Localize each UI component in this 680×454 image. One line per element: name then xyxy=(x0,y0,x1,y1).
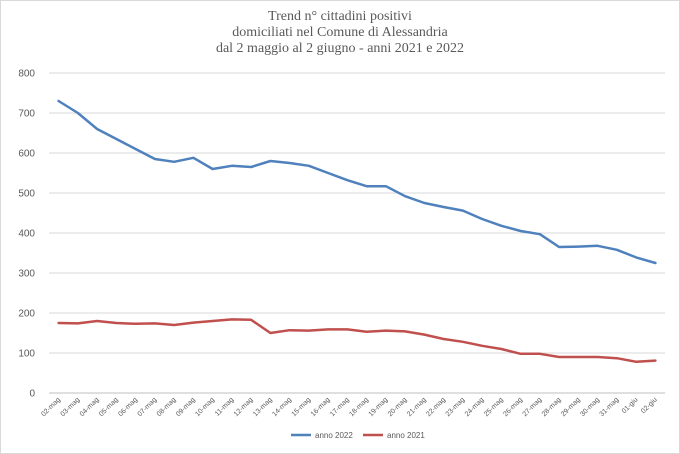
y-tick-label: 0 xyxy=(29,389,35,400)
x-tick-label: 02-mag xyxy=(40,396,62,418)
x-tick-label: 26-mag xyxy=(502,396,524,418)
chart-title: Trend n° cittadini positivi domiciliati … xyxy=(1,9,679,57)
legend-label-2: anno 2021 xyxy=(387,431,425,440)
x-tick-label: 08-mag xyxy=(156,396,178,418)
x-tick-label: 19-mag xyxy=(368,396,390,418)
x-tick-label: 15-mag xyxy=(291,396,313,418)
chart-title-line-2: domiciliati nel Comune di Alessandria xyxy=(232,25,448,40)
x-tick-label: 28-mag xyxy=(541,396,563,418)
x-tick-label: 21-mag xyxy=(406,396,428,418)
x-tick-label: 17-mag xyxy=(329,396,351,418)
series-line-2 xyxy=(57,318,657,364)
y-tick-label: 300 xyxy=(18,269,35,280)
legend-label-1: anno 2022 xyxy=(315,431,353,440)
x-tick-label: 30-mag xyxy=(579,396,601,418)
x-tick-label: 29-mag xyxy=(560,396,582,418)
x-tick-label: 22-mag xyxy=(425,396,447,418)
x-tick-label: 01-giu xyxy=(621,396,640,415)
chart-title-line-1: Trend n° cittadini positivi xyxy=(268,9,412,24)
x-tick-label: 06-mag xyxy=(117,396,139,418)
y-tick-label: 200 xyxy=(18,309,35,320)
y-tick-label: 600 xyxy=(18,149,35,160)
x-tick-label: 23-mag xyxy=(445,396,467,418)
y-tick-label: 700 xyxy=(18,109,35,120)
x-tick-label: 11-mag xyxy=(214,396,235,417)
x-tick-label: 03-mag xyxy=(60,396,82,418)
x-tick-label: 02-giu xyxy=(640,396,659,415)
x-tick-label: 04-mag xyxy=(79,396,101,418)
y-tick-label: 100 xyxy=(18,349,35,360)
y-tick-label: 400 xyxy=(18,229,35,240)
y-tick-label: 800 xyxy=(18,69,35,80)
x-tick-label: 18-mag xyxy=(348,396,370,418)
x-tick-label: 25-mag xyxy=(483,396,505,418)
x-tick-label: 14-mag xyxy=(271,396,293,418)
x-tick-label: 20-mag xyxy=(387,396,409,418)
x-tick-label: 16-mag xyxy=(310,396,332,418)
x-tick-label: 27-mag xyxy=(522,396,544,418)
y-tick-label: 500 xyxy=(18,189,35,200)
x-tick-label: 10-mag xyxy=(194,396,216,418)
chart-title-line-3: dal 2 maggio al 2 giugno - anni 2021 e 2… xyxy=(215,41,465,56)
x-tick-label: 07-mag xyxy=(137,396,159,418)
x-tick-label: 12-mag xyxy=(233,396,255,418)
x-tick-label: 13-mag xyxy=(252,396,274,418)
x-tick-label: 31-mag xyxy=(599,396,621,418)
series-line-1 xyxy=(57,99,657,265)
x-tick-label: 24-mag xyxy=(464,396,486,418)
x-tick-label: 09-mag xyxy=(175,396,197,418)
x-tick-label: 05-mag xyxy=(98,396,120,418)
